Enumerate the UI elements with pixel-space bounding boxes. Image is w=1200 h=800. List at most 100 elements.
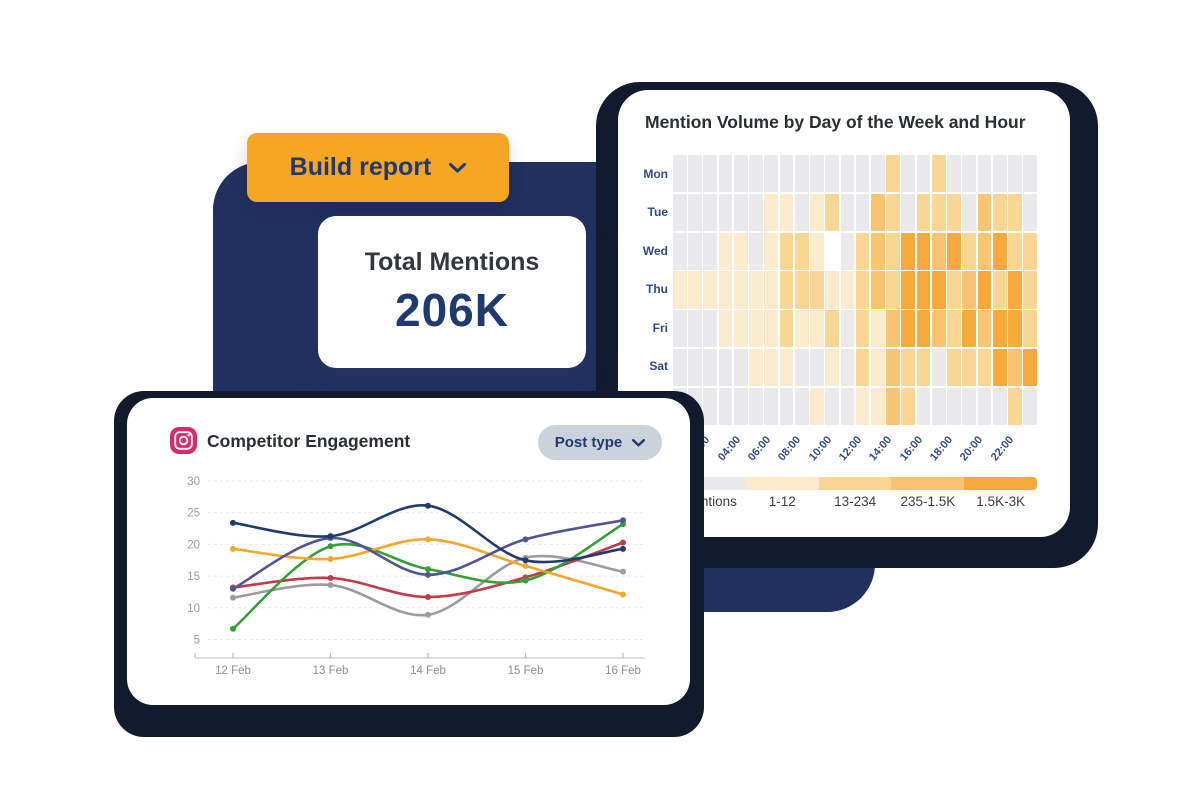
heatmap-cell [673,310,687,348]
heatmap-cell [962,155,977,193]
heatmap-legend-swatch [818,477,892,490]
heatmap-cell [673,232,687,270]
svg-text:12 Feb: 12 Feb [215,665,251,677]
heatmap-cell [810,232,824,270]
heatmap-cell [840,155,855,193]
build-report-button[interactable]: Build report [247,133,509,202]
heatmap-cell [886,193,900,232]
heatmap-cell [1008,387,1022,425]
heatmap-day-label: Thu [646,282,668,297]
heatmap-cell [840,387,855,425]
heatmap-cell [947,387,961,425]
svg-text:5: 5 [194,635,200,647]
heatmap-cell [855,310,870,348]
heatmap-cell [688,348,702,387]
heatmap-cell [749,387,763,425]
heatmap-legend-swatch [745,477,819,490]
heatmap-cell [916,232,931,270]
heatmap-cell [1023,155,1037,193]
heatmap-cell [794,155,809,193]
heatmap-cell [1008,155,1022,193]
heatmap-cell [870,310,885,348]
heatmap-cell [916,310,931,348]
heatmap-cell [810,387,824,425]
heatmap-cell [718,271,733,309]
post-type-label: Post type [554,434,623,451]
build-report-label: Build report [289,153,432,181]
heatmap-cell [916,271,931,309]
heatmap-cell [779,271,794,309]
heatmap-cell [1008,232,1022,270]
heatmap-cell [886,348,900,387]
heatmap-cell [794,310,809,348]
heatmap-cell [1008,310,1022,348]
heatmap-cell [688,271,702,309]
heatmap-cell [764,348,779,387]
heatmap-cell [764,271,779,309]
heatmap-cell [947,232,961,270]
heatmap-day-label: Mon [643,166,668,181]
heatmap-cell [749,232,763,270]
heatmap-cell [870,348,885,387]
competitor-title: Competitor Engagement [207,431,411,451]
heatmap-cell [733,193,748,232]
heatmap-cell [794,271,809,309]
chevron-down-icon [449,162,467,172]
heatmap-card: Mention Volume by Day of the Week and Ho… [618,90,1070,537]
heatmap-cell [794,348,809,387]
heatmap-cell [733,271,748,309]
heatmap-cell [992,193,1007,232]
heatmap-cell [855,271,870,309]
heatmap-cell [886,155,900,193]
heatmap-legend-swatch [891,477,965,490]
heatmap-cell [931,155,946,193]
heatmap-cell [977,387,992,425]
heatmap-cell [840,232,855,270]
heatmap-cell [764,155,779,193]
total-mentions-card: Total Mentions 206K [318,216,586,368]
heatmap-cell [886,387,900,425]
heatmap-cell [779,232,794,270]
heatmap-cell [855,387,870,425]
heatmap-cell [977,310,992,348]
heatmap-cell [749,310,763,348]
heatmap-cell [779,193,794,232]
heatmap-cell [810,271,824,309]
heatmap-cell [840,193,855,232]
svg-text:15: 15 [187,571,200,583]
heatmap-cell [901,193,916,232]
heatmap-cell [764,387,779,425]
heatmap-cell [794,232,809,270]
heatmap-grid [673,155,1037,425]
heatmap-cell [688,193,702,232]
heatmap-cell [992,310,1007,348]
heatmap-cell [947,271,961,309]
svg-text:30: 30 [187,476,200,488]
heatmap-cell [673,193,687,232]
svg-text:10: 10 [187,603,200,615]
heatmap-cell [870,271,885,309]
heatmap-cell [825,271,840,309]
heatmap-cell [931,193,946,232]
heatmap-legend-swatch [964,477,1037,490]
heatmap-cell [901,387,916,425]
heatmap-cell [931,310,946,348]
heatmap-cell [977,155,992,193]
heatmap-cell [673,348,687,387]
heatmap-cell [825,348,840,387]
heatmap-cell [962,348,977,387]
heatmap-cell [855,193,870,232]
heatmap-cell [1023,271,1037,309]
post-type-dropdown[interactable]: Post type [538,425,662,460]
heatmap-legend-label: 13-234 [834,494,877,509]
heatmap-cell [825,310,840,348]
heatmap-cell [916,387,931,425]
heatmap-cell [901,155,916,193]
heatmap-day-label: Sat [649,359,668,374]
heatmap-cell [779,348,794,387]
heatmap-cell [703,271,718,309]
heatmap-cell [977,193,992,232]
competitor-card: Competitor Engagement Post type 30 25 20 15… [127,398,690,705]
heatmap-cell [764,193,779,232]
heatmap-cell [886,232,900,270]
